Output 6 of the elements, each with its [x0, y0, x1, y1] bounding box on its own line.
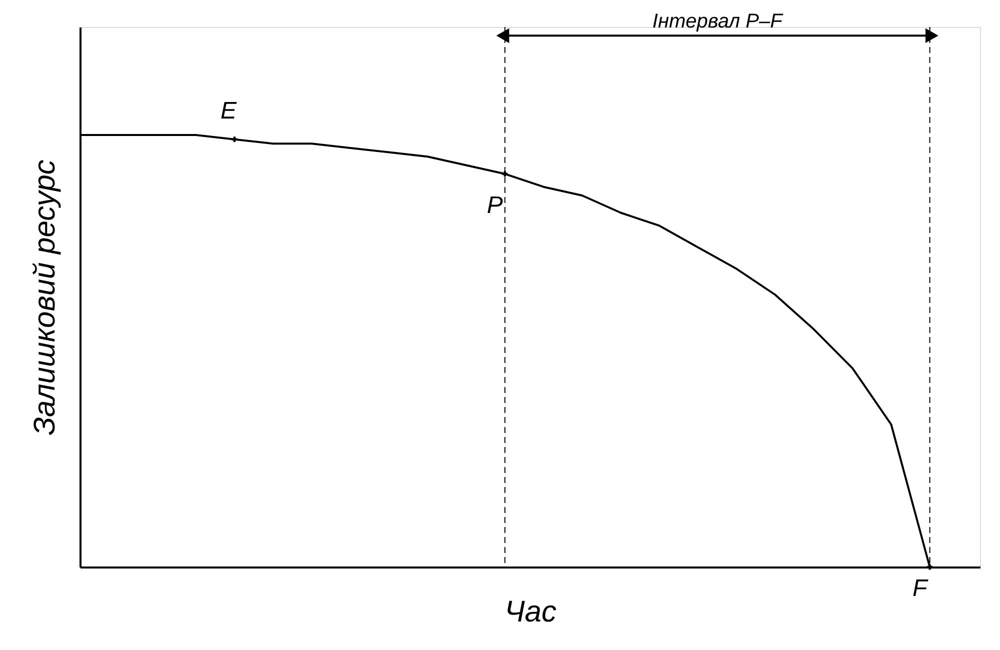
y-axis-title: Залишковий ресурс — [28, 160, 62, 436]
x-axis-title: Час — [504, 596, 556, 628]
annotation: P — [486, 192, 503, 219]
annotation: E — [220, 97, 238, 124]
text: Інтервал P–F — [652, 10, 784, 33]
text: F — [912, 575, 928, 602]
